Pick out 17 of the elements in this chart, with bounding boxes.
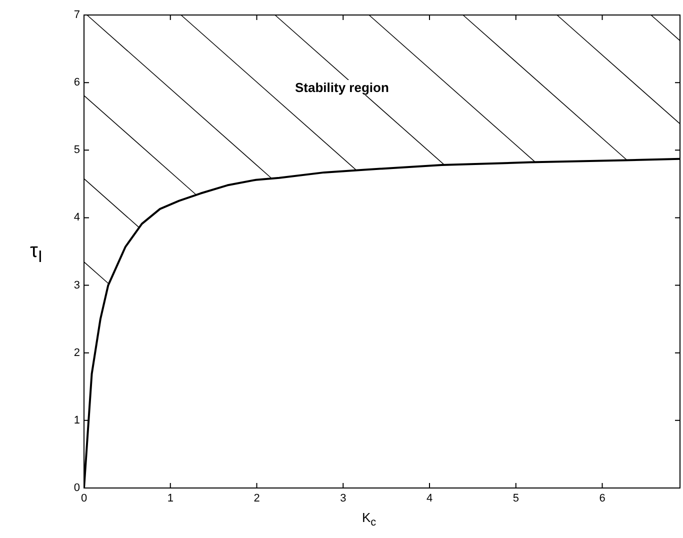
y-tick-label: 4	[74, 212, 80, 224]
y-axis-title: τ$_{I}$	[30, 240, 43, 267]
y-tick-label: 0	[74, 482, 80, 494]
y-tick-label: 7	[74, 9, 80, 22]
y-tick-label: 5	[74, 144, 80, 156]
x-axis-title: K$_{c}$	[362, 510, 376, 529]
x-tick-label: 3	[340, 492, 346, 505]
y-tick-label: 1	[74, 414, 80, 426]
y-tick-label: 2	[74, 346, 80, 359]
x-tick-label: 1	[167, 492, 174, 505]
x-tick-label: 2	[254, 492, 260, 505]
y-tick-label: 3	[74, 279, 80, 292]
x-tick-label: 5	[512, 492, 519, 505]
y-tick-label: 6	[74, 76, 80, 89]
x-tick-label: 4	[426, 492, 433, 505]
x-tick-label: 6	[599, 492, 606, 505]
annotation: Stability region	[292, 80, 392, 95]
